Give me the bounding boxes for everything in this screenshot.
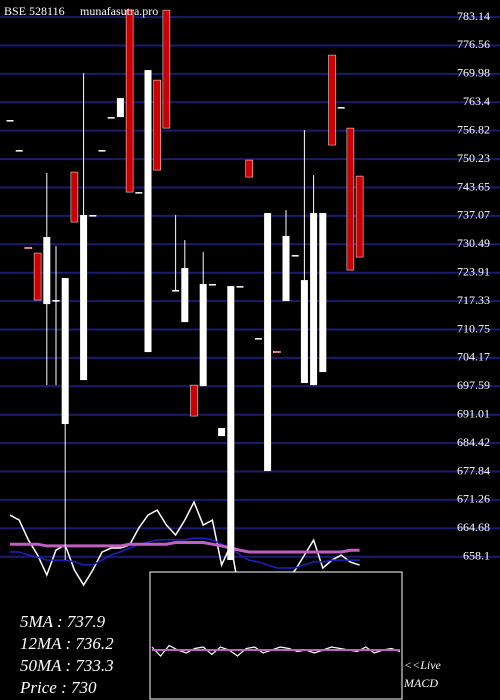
stat-label: Price : 730 [19, 678, 97, 697]
candle-body [254, 338, 262, 340]
y-tick-label: 704.17 [457, 350, 490, 364]
y-tick-label: 664.68 [457, 520, 490, 534]
y-tick-label: 756.82 [457, 122, 490, 136]
candle-body [208, 284, 216, 286]
macd-panel [149, 571, 403, 700]
candle-body [245, 159, 253, 178]
candle-body [43, 237, 51, 305]
y-tick-label: 763.4 [463, 94, 490, 108]
stat-label: 50MA : 733.3 [20, 656, 114, 675]
candle-body [236, 286, 244, 288]
y-tick-label: 783.14 [457, 9, 490, 23]
y-tick-label: 743.65 [457, 179, 490, 193]
y-tick-label: 737.07 [457, 208, 490, 222]
y-tick-label: 717.33 [457, 293, 490, 307]
candles [6, 9, 364, 561]
candle-body [172, 290, 180, 292]
y-tick-label: 671.26 [457, 492, 490, 506]
candle-body [24, 247, 33, 250]
y-tick-label: 710.75 [457, 321, 490, 335]
candle-body [190, 384, 198, 417]
candle-body [346, 127, 355, 271]
overlay-line [10, 537, 360, 569]
stat-label: 12MA : 736.2 [20, 634, 114, 653]
overlay-line [10, 540, 360, 554]
candle-body [273, 351, 281, 354]
candle-body [227, 286, 235, 561]
candle-body [125, 9, 134, 193]
macd-label: <<Live [404, 658, 442, 672]
overlays [9, 500, 360, 601]
stat-label: 5MA : 737.9 [20, 612, 106, 631]
candle-body [15, 150, 23, 152]
candle-body [181, 268, 189, 323]
overlay-line [9, 500, 360, 601]
candle-body [199, 284, 207, 387]
candle-body [107, 117, 115, 119]
candle-body [162, 9, 171, 129]
candle-body [337, 107, 345, 109]
y-tick-label: 691.01 [457, 406, 490, 420]
chart-title: BSE 528116 [4, 4, 65, 18]
y-tick-label: 658.1 [463, 548, 490, 562]
candle-body [282, 236, 290, 302]
candle-body [319, 213, 327, 373]
y-tick-label: 750.23 [457, 151, 490, 165]
y-tick-label: 776.56 [457, 37, 490, 51]
candle-body [89, 215, 97, 217]
y-tick-label: 697.59 [457, 378, 490, 392]
macd [151, 644, 401, 657]
candle-body [80, 215, 88, 381]
candle-body [328, 54, 336, 146]
chart-subtitle: munafasutra.pro [80, 4, 158, 18]
candle-body [218, 428, 226, 437]
candle-body [98, 150, 106, 152]
y-tick-label: 684.42 [457, 435, 490, 449]
y-tick-label: 677.84 [457, 463, 490, 477]
candle-body [52, 300, 60, 302]
candle-body [355, 175, 364, 258]
y-tick-label: 769.98 [457, 66, 490, 80]
stats: 5MA : 737.9 12MA : 736.2 50MA : 733.3 Price… [19, 612, 114, 697]
y-tick-label: 723.91 [457, 264, 490, 278]
candle-body [153, 79, 161, 171]
candle-body [70, 171, 79, 223]
candle-body [300, 280, 308, 384]
candle-body [144, 70, 152, 353]
candle-body [310, 213, 318, 386]
candle-body [291, 255, 299, 257]
macd-label: MACD [403, 676, 438, 690]
candle-body [6, 120, 14, 122]
candle-body [61, 278, 69, 425]
candle-body [264, 213, 272, 472]
y-tick-label: 730.49 [457, 236, 490, 250]
y-axis: 783.14 776.56 769.98 763.4 756.82 750.23 743.6… [457, 9, 490, 563]
candle-body [116, 98, 124, 118]
candle-body [135, 192, 143, 194]
candle-body [33, 252, 42, 301]
